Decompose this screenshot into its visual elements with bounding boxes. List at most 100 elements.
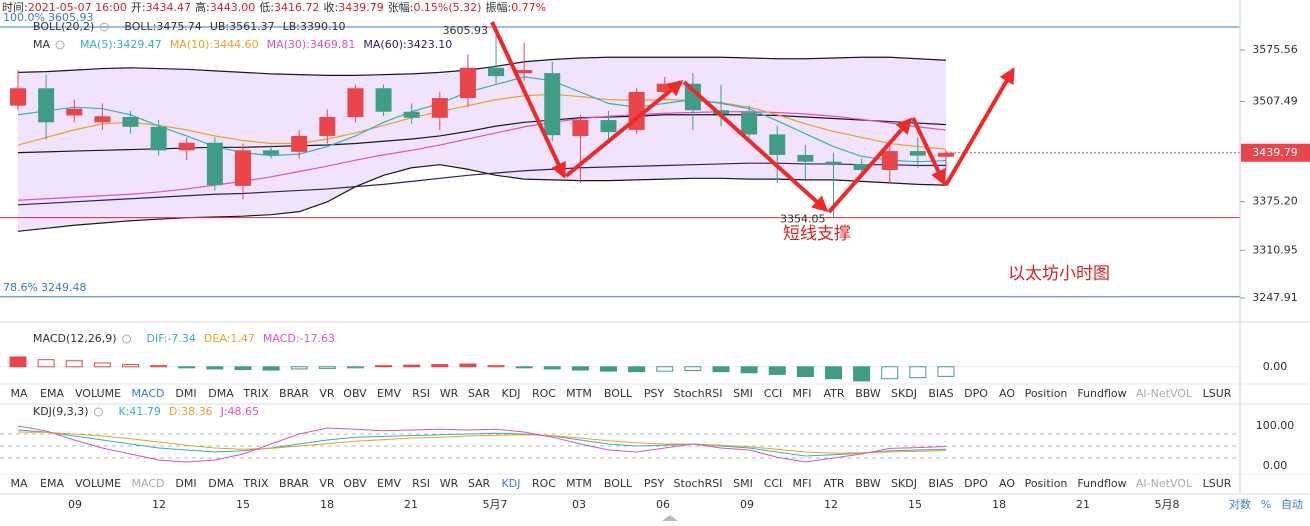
legend-icon[interactable] bbox=[55, 40, 65, 50]
indicator-tab[interactable]: RSI bbox=[412, 387, 430, 400]
indicator-tab[interactable]: SMI bbox=[733, 387, 753, 400]
macd-bar bbox=[262, 366, 280, 371]
indicator-tab[interactable]: EMA bbox=[40, 387, 64, 400]
indicator-tab[interactable]: ROC bbox=[532, 387, 556, 400]
indicator-tab[interactable]: BRAR bbox=[279, 387, 309, 400]
candle-body bbox=[178, 142, 195, 151]
indicator-tab[interactable]: VOLUME bbox=[75, 387, 121, 400]
indicator-tab[interactable]: KDJ bbox=[502, 387, 521, 400]
axis-control[interactable]: 自动 bbox=[1281, 498, 1303, 511]
macd-bar bbox=[65, 360, 83, 368]
indicator-tab[interactable]: VR bbox=[319, 387, 335, 400]
x-tick-label: 12 bbox=[152, 498, 166, 511]
x-tick-label: 21 bbox=[1076, 498, 1090, 511]
scroll-handle[interactable] bbox=[662, 515, 678, 521]
candle-body bbox=[206, 142, 223, 186]
ma-line bbox=[17, 111, 947, 201]
indicator-tab[interactable]: ATR bbox=[823, 387, 844, 400]
kdj-line bbox=[17, 425, 946, 463]
indicator-tab[interactable]: SKDJ bbox=[891, 387, 917, 400]
drawn-arrows bbox=[490, 21, 1015, 214]
indicator-tab[interactable]: StochRSI bbox=[674, 387, 723, 400]
indicator-tab[interactable]: EMV bbox=[377, 387, 401, 400]
indicator-tab[interactable]: BRAR bbox=[279, 477, 309, 490]
indicator-tab[interactable]: DPO bbox=[964, 477, 988, 490]
indicator-tab[interactable]: Fundflow bbox=[1077, 477, 1126, 490]
indicator-tab[interactable]: DMI bbox=[175, 387, 196, 400]
candle-body bbox=[937, 152, 954, 157]
indicator-tab[interactable]: LSUR bbox=[1203, 477, 1232, 490]
indicator-tab[interactable]: SAR bbox=[468, 477, 491, 490]
legend-item: MA(10):3444.60 bbox=[170, 38, 259, 51]
indicator-tab[interactable]: LSUR bbox=[1203, 387, 1232, 400]
indicator-tab[interactable]: DMI bbox=[175, 477, 196, 490]
band-fill bbox=[18, 57, 946, 232]
indicator-tab[interactable]: BBW bbox=[855, 387, 881, 400]
indicator-tab[interactable]: EMA bbox=[40, 477, 64, 490]
axis-control[interactable]: % bbox=[1261, 498, 1271, 511]
indicator-tab[interactable]: OBV bbox=[343, 387, 367, 400]
indicator-tab[interactable]: PSY bbox=[644, 387, 665, 400]
indicator-tab[interactable]: WR bbox=[440, 477, 459, 490]
indicator-tab[interactable]: MFI bbox=[792, 477, 811, 490]
indicator-tab[interactable]: AO bbox=[999, 477, 1015, 490]
header-label: 高: bbox=[195, 0, 210, 14]
x-tick-label: 09 bbox=[68, 498, 82, 511]
candle-body bbox=[684, 83, 701, 111]
indicator-tab[interactable]: MFI bbox=[792, 387, 811, 400]
indicator-tab[interactable]: DMA bbox=[208, 387, 234, 400]
indicator-tab[interactable]: ATR bbox=[823, 477, 844, 490]
indicator-tab[interactable]: RSI bbox=[412, 477, 430, 490]
indicator-tab[interactable]: OBV bbox=[343, 477, 367, 490]
axis-control[interactable]: 对数 bbox=[1229, 497, 1251, 511]
indicator-tab[interactable]: MACD bbox=[132, 477, 165, 490]
indicator-tab[interactable]: SMI bbox=[733, 477, 753, 490]
indicator-tab[interactable]: ROC bbox=[532, 477, 556, 490]
indicator-tab[interactable]: KDJ bbox=[502, 477, 521, 490]
indicator-tab[interactable]: DPO bbox=[964, 387, 988, 400]
indicator-tab[interactable]: StochRSI bbox=[674, 477, 723, 490]
macd-bar bbox=[600, 366, 618, 372]
indicator-tab[interactable]: TRIX bbox=[242, 387, 269, 400]
candle-body bbox=[572, 120, 589, 136]
candle-body bbox=[741, 112, 758, 135]
indicator-tab[interactable]: MACD bbox=[132, 387, 165, 400]
indicator-tab[interactable]: BOLL bbox=[604, 477, 633, 490]
macd-bar bbox=[318, 366, 336, 369]
legend-item: MACD:-17.63 bbox=[263, 332, 335, 345]
candle-body bbox=[38, 88, 55, 123]
indicator-tab[interactable]: SKDJ bbox=[891, 477, 917, 490]
indicator-tab[interactable]: AI-NetVOL bbox=[1136, 387, 1193, 400]
indicator-tab[interactable]: MTM bbox=[566, 387, 592, 400]
legend-icon[interactable] bbox=[94, 407, 103, 417]
indicator-tab[interactable]: WR bbox=[440, 387, 459, 400]
indicator-tab[interactable]: CCI bbox=[764, 387, 783, 400]
indicator-tab[interactable]: DMA bbox=[208, 477, 234, 490]
macd-bar bbox=[740, 366, 758, 374]
indicator-tab[interactable]: BIAS bbox=[928, 477, 953, 490]
indicator-tab[interactable]: AI-NetVOL bbox=[1136, 477, 1193, 490]
indicator-tab[interactable]: SAR bbox=[468, 387, 491, 400]
indicator-tab[interactable]: Position bbox=[1025, 387, 1068, 400]
x-tick-label: 5月8 bbox=[1155, 498, 1180, 511]
indicator-tab[interactable]: AO bbox=[999, 387, 1015, 400]
legend-icon[interactable] bbox=[122, 334, 132, 344]
indicator-tab[interactable]: BIAS bbox=[928, 387, 953, 400]
legend-icon[interactable] bbox=[99, 22, 109, 32]
indicator-tab[interactable]: TRIX bbox=[242, 477, 269, 490]
indicator-tab[interactable]: MA bbox=[10, 477, 27, 490]
indicator-tab[interactable]: VR bbox=[319, 477, 335, 490]
indicator-tab[interactable]: VOLUME bbox=[75, 477, 121, 490]
indicator-tab[interactable]: MA bbox=[10, 387, 27, 400]
indicator-tab[interactable]: CCI bbox=[764, 477, 783, 490]
candle-body bbox=[403, 111, 420, 118]
indicator-tab[interactable]: BBW bbox=[855, 477, 881, 490]
fib-label: 78.6% bbox=[3, 281, 38, 294]
indicator-tab[interactable]: Fundflow bbox=[1077, 387, 1126, 400]
x-tick-label: 12 bbox=[824, 498, 838, 511]
indicator-tab[interactable]: PSY bbox=[644, 477, 665, 490]
indicator-tab[interactable]: EMV bbox=[377, 477, 401, 490]
indicator-tab[interactable]: Position bbox=[1025, 477, 1068, 490]
indicator-tab[interactable]: MTM bbox=[566, 477, 592, 490]
indicator-tab[interactable]: BOLL bbox=[604, 387, 633, 400]
